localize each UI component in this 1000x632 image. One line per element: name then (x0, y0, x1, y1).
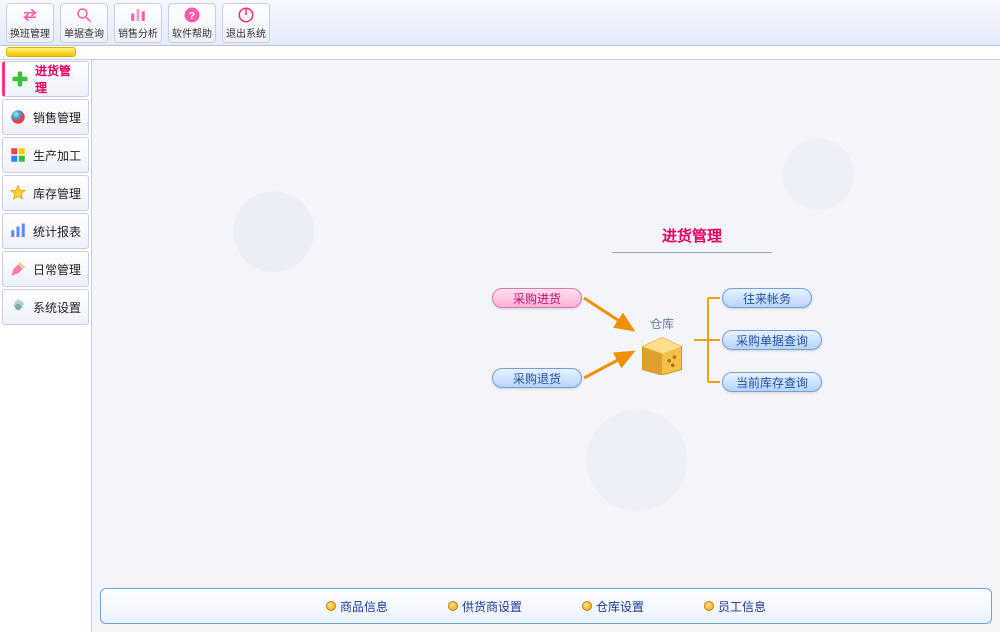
node-accounts[interactable]: 往来帐务 (722, 288, 812, 308)
bullet-icon (704, 601, 714, 611)
content-pane: 进货管理 仓库 (92, 60, 1000, 632)
node-stock-query[interactable]: 当前库存查询 (722, 372, 822, 392)
main-area: 进货管理 销售管理 生产加工 库存管理 统计报表 日常管理 系统设置 进货管理 (0, 60, 1000, 632)
svg-text:?: ? (189, 9, 195, 21)
sidebar-item-daily[interactable]: 日常管理 (2, 251, 89, 287)
bottom-link-label: 供货商设置 (462, 598, 522, 615)
blocks-icon (9, 146, 27, 164)
node-label: 当前库存查询 (736, 374, 808, 391)
sidebar: 进货管理 销售管理 生产加工 库存管理 统计报表 日常管理 系统设置 (0, 60, 92, 632)
toolbar-btn-analysis[interactable]: 销售分析 (114, 3, 162, 43)
bottom-link-label: 商品信息 (340, 598, 388, 615)
warehouse-label: 仓库 (650, 315, 674, 332)
toolbar-btn-label: 退出系统 (226, 25, 266, 40)
tab-strip (0, 46, 1000, 60)
sidebar-item-label: 统计报表 (33, 223, 81, 240)
node-label: 往来帐务 (743, 290, 791, 307)
sidebar-item-sales[interactable]: 销售管理 (2, 99, 89, 135)
node-label: 采购退货 (513, 370, 561, 387)
bottom-link-supplier[interactable]: 供货商设置 (448, 598, 522, 615)
sidebar-item-label: 销售管理 (33, 109, 81, 126)
bottom-link-warehouse[interactable]: 仓库设置 (582, 598, 644, 615)
sidebar-item-inventory[interactable]: 库存管理 (2, 175, 89, 211)
sidebar-item-purchase[interactable]: 进货管理 (2, 61, 89, 97)
sidebar-item-label: 进货管理 (35, 62, 82, 96)
ball-icon (9, 108, 27, 126)
warehouse-node[interactable]: 仓库 (632, 315, 692, 375)
power-icon (236, 6, 256, 24)
node-purchase-in[interactable]: 采购进货 (492, 288, 582, 308)
sidebar-item-label: 日常管理 (33, 261, 81, 278)
toolbar-btn-exit[interactable]: 退出系统 (222, 3, 270, 43)
active-tab-indicator[interactable] (6, 47, 76, 57)
bottom-link-label: 仓库设置 (596, 598, 644, 615)
node-order-query[interactable]: 采购单据查询 (722, 330, 822, 350)
bullet-icon (326, 601, 336, 611)
sidebar-item-label: 系统设置 (33, 299, 81, 316)
chart-icon (9, 222, 27, 240)
swap-icon (20, 6, 40, 24)
sidebar-item-label: 库存管理 (33, 185, 81, 202)
toolbar-btn-shift[interactable]: 换班管理 (6, 3, 54, 43)
bullet-icon (582, 601, 592, 611)
diagram-connectors (92, 60, 1000, 632)
plus-icon (11, 70, 29, 88)
bottom-link-goods[interactable]: 商品信息 (326, 598, 388, 615)
gear-icon (9, 298, 27, 316)
diagram-title: 进货管理 (612, 225, 772, 253)
bullet-icon (448, 601, 458, 611)
bars-icon (128, 6, 148, 24)
bottom-link-staff[interactable]: 员工信息 (704, 598, 766, 615)
sidebar-item-settings[interactable]: 系统设置 (2, 289, 89, 325)
node-label: 采购单据查询 (736, 332, 808, 349)
help-icon: ? (182, 6, 202, 24)
node-purchase-return[interactable]: 采购退货 (492, 368, 582, 388)
sidebar-item-production[interactable]: 生产加工 (2, 137, 89, 173)
star-icon (9, 184, 27, 202)
toolbar-btn-label: 软件帮助 (172, 25, 212, 40)
bottom-link-label: 员工信息 (718, 598, 766, 615)
node-label: 采购进货 (513, 290, 561, 307)
pencil-icon (9, 260, 27, 278)
sidebar-item-reports[interactable]: 统计报表 (2, 213, 89, 249)
sidebar-item-label: 生产加工 (33, 147, 81, 164)
top-toolbar: 换班管理 单据查询 销售分析 ? 软件帮助 退出系统 (0, 0, 1000, 46)
toolbar-btn-label: 销售分析 (118, 25, 158, 40)
toolbar-btn-query[interactable]: 单据查询 (60, 3, 108, 43)
bottom-link-bar: 商品信息 供货商设置 仓库设置 员工信息 (100, 588, 992, 624)
toolbar-btn-help[interactable]: ? 软件帮助 (168, 3, 216, 43)
box-icon (636, 334, 688, 375)
toolbar-btn-label: 单据查询 (64, 25, 104, 40)
search-icon (74, 6, 94, 24)
toolbar-btn-label: 换班管理 (10, 25, 50, 40)
